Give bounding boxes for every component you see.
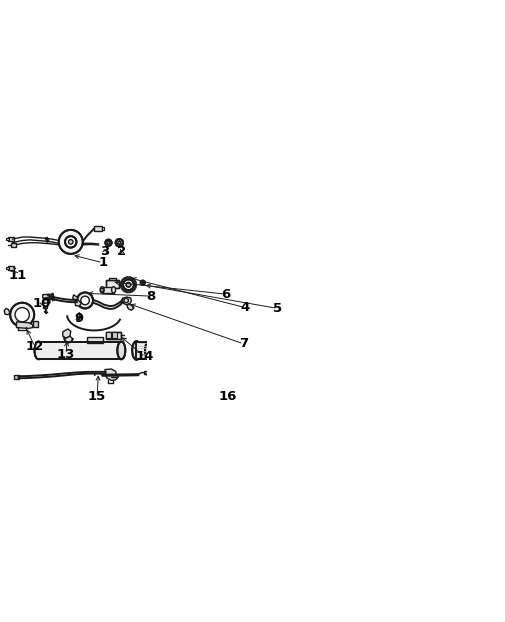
Text: 10: 10 <box>33 297 52 310</box>
Bar <box>9 266 14 269</box>
Bar <box>106 281 119 289</box>
Bar <box>6 238 9 241</box>
Polygon shape <box>75 300 81 306</box>
Bar <box>6 267 9 269</box>
Ellipse shape <box>117 341 125 360</box>
Text: 13: 13 <box>57 348 75 361</box>
Polygon shape <box>64 336 73 343</box>
Circle shape <box>59 230 83 254</box>
Circle shape <box>81 296 89 305</box>
Text: 11: 11 <box>9 269 27 282</box>
Bar <box>112 332 117 338</box>
Text: 4: 4 <box>240 301 249 314</box>
Circle shape <box>10 303 34 327</box>
Bar <box>106 332 111 338</box>
Circle shape <box>107 241 110 244</box>
Text: 8: 8 <box>146 290 156 303</box>
Polygon shape <box>4 309 10 315</box>
Ellipse shape <box>132 341 141 360</box>
Bar <box>8 237 14 241</box>
Ellipse shape <box>145 341 154 360</box>
Polygon shape <box>43 299 50 304</box>
Text: 16: 16 <box>219 391 237 404</box>
Circle shape <box>116 239 123 246</box>
Circle shape <box>69 239 73 244</box>
Text: 15: 15 <box>88 391 106 404</box>
Bar <box>102 227 105 230</box>
Circle shape <box>124 298 128 303</box>
Circle shape <box>118 241 121 244</box>
Text: 6: 6 <box>222 287 231 300</box>
Circle shape <box>77 292 93 309</box>
Circle shape <box>123 279 134 290</box>
Bar <box>33 321 38 327</box>
Text: 14: 14 <box>136 350 154 363</box>
Text: 9: 9 <box>74 312 83 325</box>
Bar <box>100 289 104 291</box>
Polygon shape <box>43 294 50 298</box>
Text: 7: 7 <box>239 337 248 350</box>
Text: 2: 2 <box>117 245 126 258</box>
Bar <box>106 332 121 339</box>
Polygon shape <box>122 297 131 305</box>
Bar <box>43 305 47 309</box>
Bar <box>87 337 103 343</box>
Text: 3: 3 <box>100 245 110 258</box>
Polygon shape <box>105 369 119 381</box>
Circle shape <box>142 282 143 284</box>
Circle shape <box>15 307 29 322</box>
Ellipse shape <box>112 287 116 293</box>
Polygon shape <box>63 329 71 338</box>
Polygon shape <box>17 322 33 328</box>
Circle shape <box>65 236 76 248</box>
Bar <box>143 371 147 374</box>
Bar <box>106 281 119 289</box>
Bar <box>102 287 114 293</box>
Polygon shape <box>38 341 121 360</box>
Text: 5: 5 <box>273 302 282 315</box>
Circle shape <box>106 239 112 246</box>
Ellipse shape <box>34 341 42 360</box>
Text: 1: 1 <box>98 256 108 269</box>
Polygon shape <box>127 304 134 310</box>
Text: 12: 12 <box>26 340 44 353</box>
Circle shape <box>126 282 131 287</box>
Bar <box>136 341 149 360</box>
Bar <box>106 332 121 339</box>
Bar <box>14 374 19 379</box>
Bar <box>94 226 102 231</box>
Ellipse shape <box>100 287 104 293</box>
Bar <box>11 243 17 247</box>
Polygon shape <box>73 295 78 301</box>
